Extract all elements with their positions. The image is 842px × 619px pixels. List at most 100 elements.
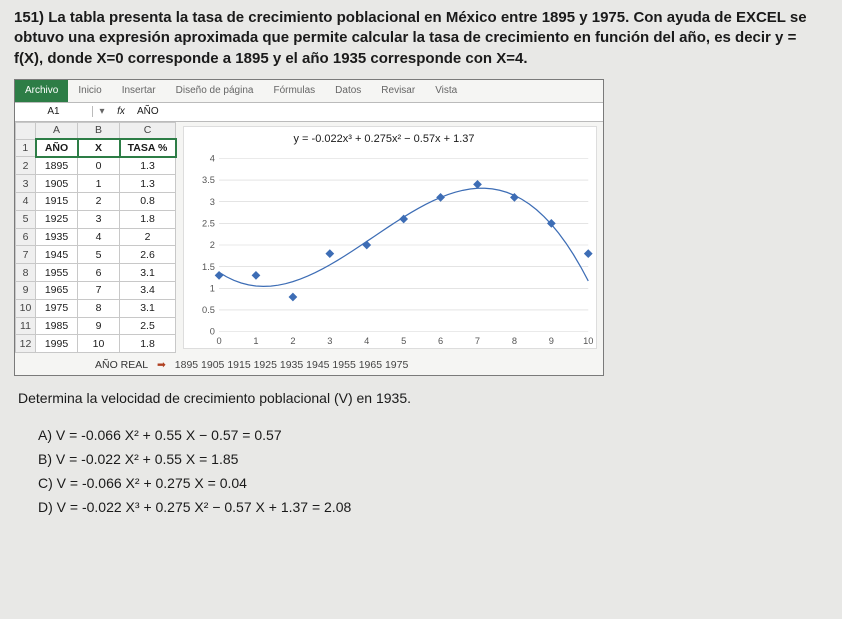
- tab-insertar[interactable]: Insertar: [112, 80, 166, 102]
- options: A) V = -0.066 X² + 0.55 X − 0.57 = 0.57 …: [38, 424, 828, 519]
- col-header[interactable]: B: [78, 122, 120, 139]
- svg-text:2: 2: [290, 336, 295, 346]
- cell[interactable]: 0.8: [120, 192, 176, 210]
- formula-value[interactable]: AÑO: [131, 106, 159, 117]
- col-header[interactable]: C: [120, 122, 176, 139]
- cell[interactable]: 1945: [36, 246, 78, 264]
- row-header[interactable]: 8: [16, 264, 36, 282]
- svg-text:2: 2: [209, 240, 214, 250]
- cell[interactable]: 6: [78, 264, 120, 282]
- cell[interactable]: 5: [78, 246, 120, 264]
- cell[interactable]: 0: [78, 157, 120, 175]
- row-header[interactable]: 7: [16, 246, 36, 264]
- svg-text:5: 5: [401, 336, 406, 346]
- chart-equation: y = -0.022x³ + 0.275x² − 0.57x + 1.37: [294, 133, 475, 145]
- cell[interactable]: TASA %: [120, 139, 176, 157]
- row-header[interactable]: 1: [16, 139, 36, 157]
- cell[interactable]: 1895: [36, 157, 78, 175]
- svg-text:1.5: 1.5: [202, 262, 215, 272]
- cell[interactable]: 2: [120, 228, 176, 246]
- name-box[interactable]: A1: [15, 106, 93, 117]
- namebox-dropdown-icon[interactable]: ▾: [93, 106, 111, 117]
- fx-label: fx: [111, 106, 131, 117]
- formula-bar: A1 ▾ fx AÑO: [15, 102, 603, 122]
- cell[interactable]: 1975: [36, 299, 78, 317]
- tab-formulas[interactable]: Fórmulas: [263, 80, 325, 102]
- cell[interactable]: 8: [78, 299, 120, 317]
- excel-window: Archivo Inicio Insertar Diseño de página…: [14, 79, 604, 377]
- cell[interactable]: 2.5: [120, 317, 176, 335]
- chart[interactable]: y = -0.022x³ + 0.275x² − 0.57x + 1.37 00…: [183, 126, 598, 350]
- row-header[interactable]: 2: [16, 157, 36, 175]
- cell[interactable]: 1: [78, 175, 120, 193]
- cell[interactable]: 2: [78, 192, 120, 210]
- svg-text:3: 3: [327, 336, 332, 346]
- svg-text:6: 6: [437, 336, 442, 346]
- cell[interactable]: 9: [78, 317, 120, 335]
- cell[interactable]: 2.6: [120, 246, 176, 264]
- tab-diseno[interactable]: Diseño de página: [166, 80, 264, 102]
- real-years-values: 1895 1905 1915 1925 1935 1945 1955 1965 …: [175, 359, 409, 371]
- row-header[interactable]: 11: [16, 317, 36, 335]
- cell[interactable]: 3: [78, 210, 120, 228]
- svg-text:1: 1: [209, 283, 214, 293]
- tab-vista[interactable]: Vista: [425, 80, 467, 102]
- ribbon: Archivo Inicio Insertar Diseño de página…: [15, 80, 603, 102]
- cell[interactable]: 3.4: [120, 282, 176, 300]
- spreadsheet-grid[interactable]: A B C 1 AÑO X TASA % 2189501.33190511.34…: [15, 122, 177, 354]
- option-a: A) V = -0.066 X² + 0.55 X − 0.57 = 0.57: [38, 424, 828, 448]
- svg-text:4: 4: [209, 153, 214, 163]
- svg-text:9: 9: [548, 336, 553, 346]
- svg-text:10: 10: [583, 336, 593, 346]
- cell[interactable]: 10: [78, 335, 120, 353]
- svg-text:3.5: 3.5: [202, 175, 215, 185]
- row-header[interactable]: 12: [16, 335, 36, 353]
- svg-text:0: 0: [216, 336, 221, 346]
- row-header[interactable]: 9: [16, 282, 36, 300]
- row-header[interactable]: 10: [16, 299, 36, 317]
- svg-text:0.5: 0.5: [202, 305, 215, 315]
- tab-archivo[interactable]: Archivo: [15, 80, 68, 102]
- cell[interactable]: 1935: [36, 228, 78, 246]
- cell[interactable]: 1985: [36, 317, 78, 335]
- cell[interactable]: 1.3: [120, 157, 176, 175]
- cell[interactable]: X: [78, 139, 120, 157]
- corner-cell[interactable]: [16, 122, 36, 139]
- option-d: D) V = -0.022 X³ + 0.275 X² − 0.57 X + 1…: [38, 496, 828, 520]
- row-header[interactable]: 6: [16, 228, 36, 246]
- option-c: C) V = -0.066 X² + 0.275 X = 0.04: [38, 472, 828, 496]
- cell[interactable]: AÑO: [36, 139, 78, 157]
- cell[interactable]: 1955: [36, 264, 78, 282]
- cell[interactable]: 1.8: [120, 335, 176, 353]
- cell[interactable]: 1965: [36, 282, 78, 300]
- svg-text:7: 7: [474, 336, 479, 346]
- row-header[interactable]: 3: [16, 175, 36, 193]
- subquestion: Determina la velocidad de crecimiento po…: [18, 390, 828, 406]
- cell[interactable]: 1925: [36, 210, 78, 228]
- row-header[interactable]: 5: [16, 210, 36, 228]
- tab-revisar[interactable]: Revisar: [371, 80, 425, 102]
- cell[interactable]: 1.3: [120, 175, 176, 193]
- cell[interactable]: 1905: [36, 175, 78, 193]
- svg-text:0: 0: [209, 326, 214, 336]
- svg-text:8: 8: [511, 336, 516, 346]
- cell[interactable]: 3.1: [120, 299, 176, 317]
- question-text: 151) La tabla presenta la tasa de crecim…: [14, 8, 828, 69]
- real-years-label: AÑO REAL: [95, 359, 148, 371]
- cell[interactable]: 7: [78, 282, 120, 300]
- tab-inicio[interactable]: Inicio: [68, 80, 111, 102]
- cell[interactable]: 3.1: [120, 264, 176, 282]
- svg-text:3: 3: [209, 197, 214, 207]
- chart-svg: 00.511.522.533.54012345678910: [184, 127, 597, 349]
- tab-datos[interactable]: Datos: [325, 80, 371, 102]
- svg-text:4: 4: [364, 336, 369, 346]
- cell[interactable]: 1995: [36, 335, 78, 353]
- cell[interactable]: 1.8: [120, 210, 176, 228]
- svg-text:2.5: 2.5: [202, 218, 215, 228]
- col-header[interactable]: A: [36, 122, 78, 139]
- option-b: B) V = -0.022 X² + 0.55 X = 1.85: [38, 448, 828, 472]
- cell[interactable]: 1915: [36, 192, 78, 210]
- cell[interactable]: 4: [78, 228, 120, 246]
- real-years-row: AÑO REAL ➡ 1895 1905 1915 1925 1935 1945…: [15, 353, 603, 375]
- row-header[interactable]: 4: [16, 192, 36, 210]
